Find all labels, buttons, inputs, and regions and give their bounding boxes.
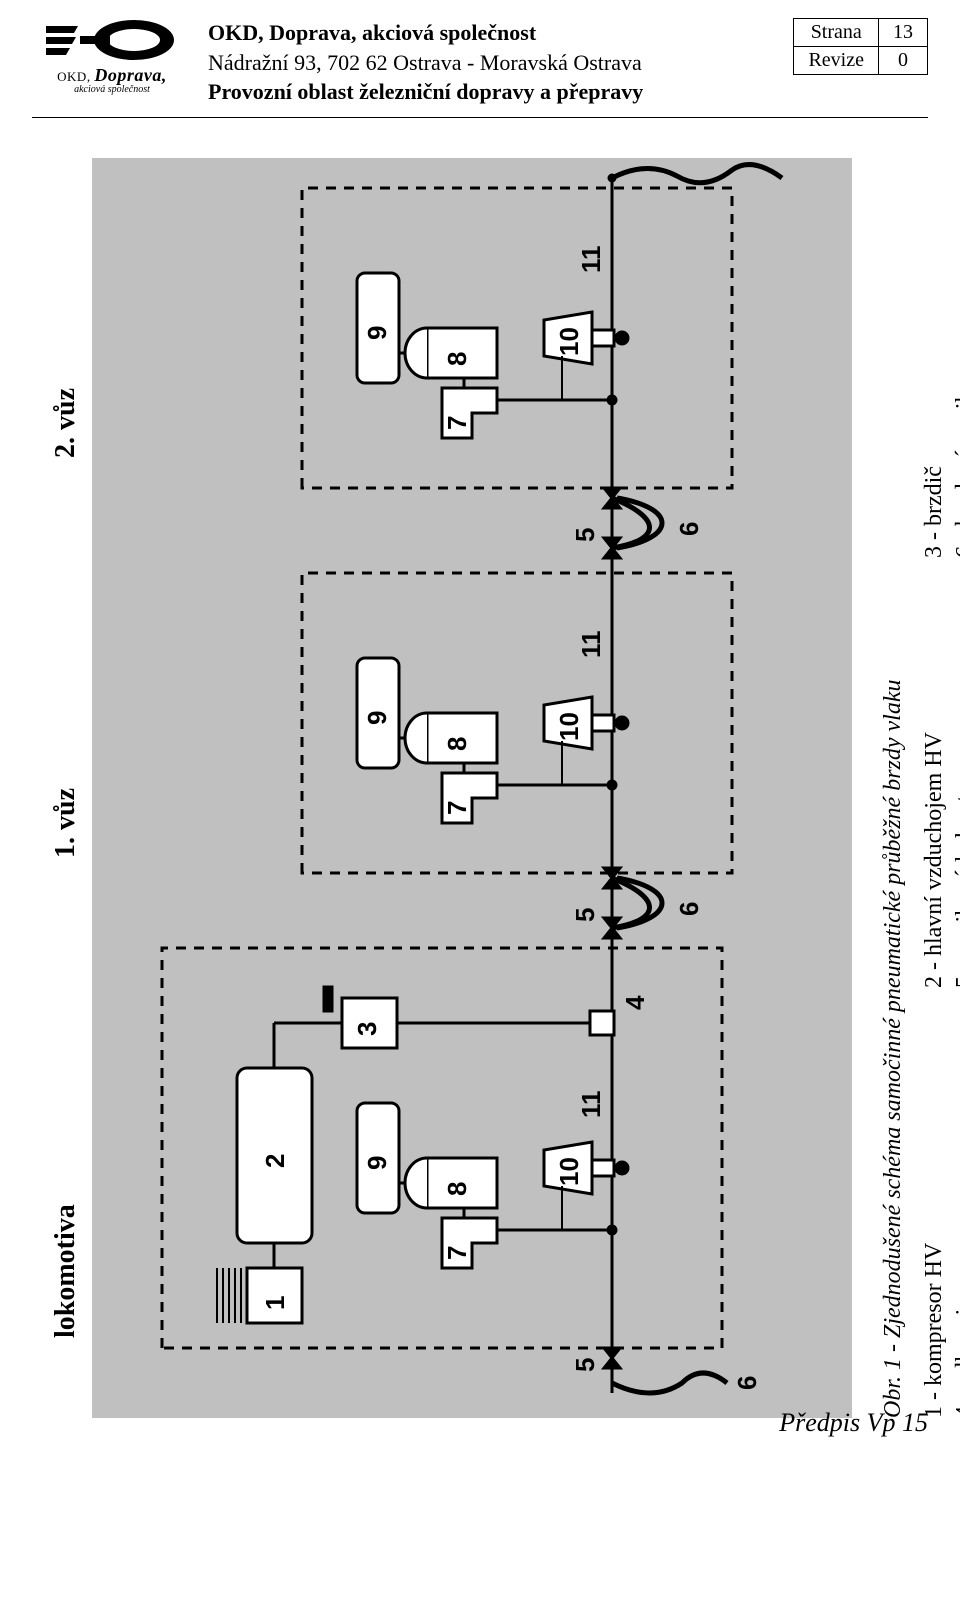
table-row: Strana 13 xyxy=(794,19,928,47)
label-w2: 2. vůz xyxy=(50,388,82,458)
label-w1: 1. vůz xyxy=(50,788,82,858)
figure-area: lokomotiva 1. vůz 2. vůz xyxy=(32,158,928,1438)
figure-caption: Obr. 1 - Zjednodušené schéma samočinné p… xyxy=(880,158,907,1418)
num-7l: 7 xyxy=(442,1246,473,1260)
num-10b: 10 xyxy=(554,327,585,356)
page-label: Strana xyxy=(794,19,879,47)
num-6l: 6 xyxy=(732,1376,763,1390)
num-10l: 10 xyxy=(554,1157,585,1186)
num-1: 1 xyxy=(260,1296,291,1310)
page-header: OKD, Doprava, akciová společnost OKD, Do… xyxy=(32,18,928,107)
num-5l: 5 xyxy=(570,1358,601,1372)
num-9a: 9 xyxy=(362,711,393,725)
header-title-3: Provozní oblast železniční dopravy a pře… xyxy=(208,77,777,107)
num-11a: 11 xyxy=(576,631,607,659)
num-7b: 7 xyxy=(442,416,473,430)
page: OKD, Doprava, akciová společnost OKD, Do… xyxy=(0,0,960,1466)
figure-legend: 1 - kompresor HV 2 - hlavní vzduchojem H… xyxy=(921,158,960,1418)
legend-item: 4 - odkapnice xyxy=(952,1018,960,1418)
diagram-svg xyxy=(92,158,852,1418)
header-title-1: OKD, Doprava, akciová společnost xyxy=(208,18,777,48)
num-2: 2 xyxy=(260,1154,291,1168)
num-5a: 5 xyxy=(570,908,601,922)
header-title-2: Nádražní 93, 702 62 Ostrava - Moravská O… xyxy=(208,48,777,78)
rotated-content: lokomotiva 1. vůz 2. vůz xyxy=(92,158,960,1418)
page-value: 13 xyxy=(879,19,928,47)
num-3: 3 xyxy=(352,1022,383,1036)
num-5b: 5 xyxy=(570,528,601,542)
num-10a: 10 xyxy=(554,712,585,741)
brake-diagram: 1 2 3 4 5 6 7 8 9 10 11 5 6 7 8 9 10 11 xyxy=(92,158,852,1418)
legend-item: 6 - brzdová spojka xyxy=(952,158,960,558)
num-8l: 8 xyxy=(442,1182,473,1196)
num-9l: 9 xyxy=(362,1156,393,1170)
num-9b: 9 xyxy=(362,326,393,340)
logo-line2: akciová společnost xyxy=(32,85,192,96)
num-11b: 11 xyxy=(576,246,607,274)
legend-item: 1 - kompresor HV xyxy=(921,1018,948,1418)
label-loco: lokomotiva xyxy=(50,1204,82,1338)
table-row: Revize 0 xyxy=(794,47,928,75)
header-info-table: Strana 13 Revize 0 xyxy=(793,18,928,75)
header-rule xyxy=(32,117,928,118)
legend-item: 3 - brzdič xyxy=(921,158,948,558)
logo-text: OKD, Doprava, akciová společnost xyxy=(32,66,192,95)
num-11l: 11 xyxy=(576,1091,607,1119)
logo-line1b: Doprava, xyxy=(94,65,167,85)
num-6a: 6 xyxy=(674,902,705,916)
rev-label: Revize xyxy=(794,47,879,75)
legend-item: 2 - hlavní vzduchojem HV xyxy=(921,588,948,988)
num-6b: 6 xyxy=(674,522,705,536)
logo: OKD, Doprava, akciová společnost xyxy=(32,18,192,95)
num-8a: 8 xyxy=(442,737,473,751)
header-titles: OKD, Doprava, akciová společnost Nádražn… xyxy=(208,18,777,107)
logo-glyph xyxy=(42,18,182,64)
num-7a: 7 xyxy=(442,801,473,815)
logo-line1a: OKD, xyxy=(57,69,90,84)
legend-item: 5 - spojkový kohout xyxy=(952,588,960,988)
num-4: 4 xyxy=(620,996,651,1010)
num-8b: 8 xyxy=(442,352,473,366)
rev-value: 0 xyxy=(879,47,928,75)
footer-text: Předpis Vp 15 xyxy=(779,1408,928,1438)
